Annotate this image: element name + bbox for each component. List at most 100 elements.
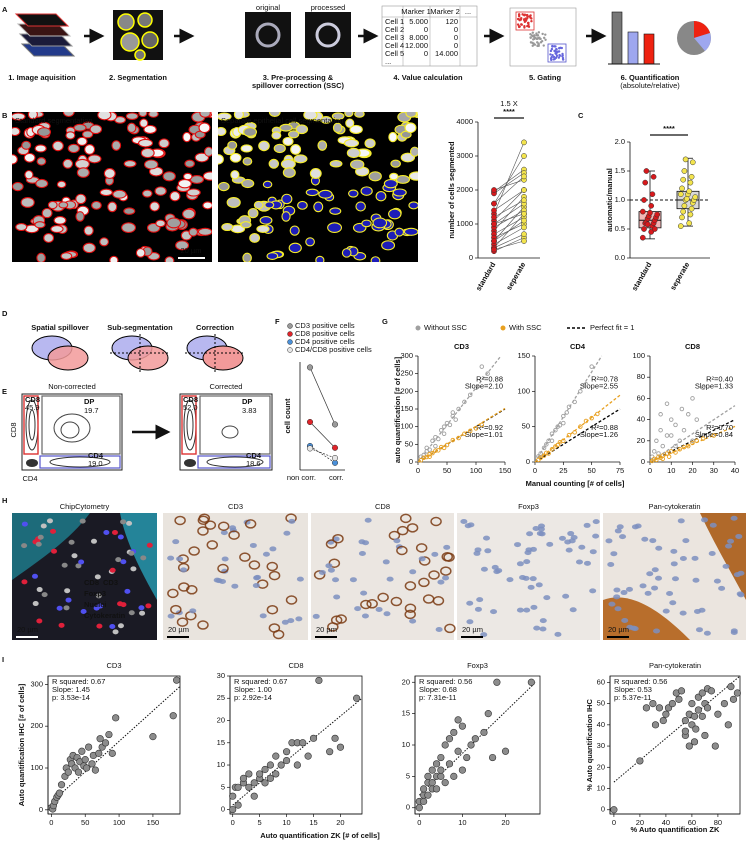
- cell: [393, 538, 401, 544]
- cell: [283, 530, 291, 536]
- point: [686, 412, 691, 417]
- nucleus: [242, 157, 253, 166]
- diagram-title: Sub-segmentation: [107, 323, 173, 332]
- y-tick-label: 1.0: [615, 195, 625, 204]
- cell: [288, 518, 296, 524]
- gate-value: 19.7: [84, 406, 99, 415]
- cell: [562, 593, 570, 599]
- point: [561, 413, 566, 419]
- x-tick-label: 50: [587, 466, 595, 475]
- y-tick-label: 100: [400, 422, 413, 431]
- cell: [592, 533, 600, 539]
- pair-line: [493, 199, 525, 218]
- cell: [480, 566, 488, 572]
- point: [649, 454, 655, 459]
- point: [639, 234, 646, 241]
- x-tick-label: 20: [636, 818, 644, 827]
- point: [293, 761, 301, 769]
- nucleus: [83, 225, 94, 236]
- cell: [31, 573, 38, 579]
- y-tick-label: 5: [406, 771, 410, 780]
- image-label: original: [256, 3, 281, 12]
- nucleus: [82, 130, 94, 139]
- nucleus: [350, 159, 365, 170]
- nucleus: [405, 112, 417, 118]
- x-tick-label: 60: [688, 818, 696, 827]
- cell: [669, 600, 677, 606]
- point: [471, 735, 479, 743]
- stat-label: p: 2.92e-14: [234, 693, 272, 702]
- cell: [558, 535, 566, 541]
- point: [549, 431, 555, 436]
- legend-label: CD3 positive cells: [295, 321, 355, 330]
- cell: [90, 538, 97, 544]
- cell: [266, 604, 279, 615]
- nucleus: [76, 167, 90, 178]
- step-label: spillover correction (SSC): [252, 81, 345, 90]
- nucleus: [75, 211, 85, 222]
- cell: [400, 513, 412, 524]
- cell: [117, 623, 124, 629]
- point: [664, 451, 670, 456]
- nucleus: [169, 191, 181, 202]
- gating-dot: [553, 57, 556, 61]
- cell: [490, 609, 498, 615]
- point: [421, 455, 427, 461]
- point: [488, 753, 497, 762]
- point: [681, 168, 688, 174]
- nucleus: [34, 144, 47, 153]
- point: [688, 173, 695, 180]
- y-tick-label: 0.5: [615, 224, 625, 233]
- nucleus: [202, 171, 212, 181]
- fit-label: R²=0.40: [706, 374, 733, 383]
- gating-dot: [557, 50, 560, 53]
- cell: [249, 542, 257, 548]
- cell: [655, 545, 663, 551]
- cell: [480, 632, 488, 638]
- cell: [418, 556, 426, 562]
- nucleus: [60, 252, 73, 260]
- nucleus: [354, 112, 365, 118]
- point: [428, 779, 436, 787]
- pair-line: [493, 216, 525, 235]
- point: [433, 443, 438, 449]
- point: [306, 445, 314, 452]
- cell: [679, 555, 687, 561]
- point: [692, 194, 699, 200]
- table-cell: 5.000: [409, 17, 428, 26]
- nucleus: [315, 255, 325, 262]
- point: [673, 450, 678, 455]
- cell: [167, 588, 179, 599]
- cell: [68, 539, 75, 545]
- point: [654, 211, 661, 218]
- nucleus: [184, 159, 195, 168]
- point: [686, 220, 693, 227]
- nucleus: [188, 227, 199, 237]
- nucleus: [12, 154, 18, 165]
- point: [641, 197, 647, 203]
- y-tick-label: 40: [637, 415, 645, 424]
- point: [687, 179, 694, 186]
- channel-label: CD8: [84, 578, 99, 587]
- point: [649, 191, 656, 198]
- cell: [543, 595, 551, 601]
- point: [649, 699, 657, 708]
- point: [436, 448, 441, 453]
- nucleus: [240, 221, 252, 229]
- cell: [404, 581, 417, 591]
- point: [541, 453, 547, 458]
- point: [566, 404, 572, 410]
- nucleus: [218, 126, 227, 137]
- point: [326, 748, 334, 756]
- x-tick-label: standard: [474, 260, 498, 292]
- stat-label: p: 7.31e-11: [419, 693, 456, 702]
- stat-label: R squared: 0.56: [614, 677, 667, 686]
- cell: [120, 559, 127, 565]
- cell: [404, 603, 417, 613]
- point: [572, 399, 577, 405]
- nucleus: [280, 158, 296, 170]
- point: [677, 438, 683, 444]
- x-tick-label: 15: [309, 818, 317, 827]
- point: [234, 801, 242, 809]
- cell: [583, 560, 591, 566]
